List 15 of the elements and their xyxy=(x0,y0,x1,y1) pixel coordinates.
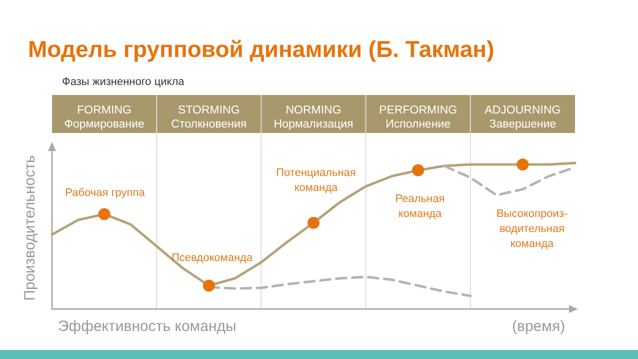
annotation: Реальная команда xyxy=(395,192,445,222)
x-tick-label: PERFORMING Исполнение xyxy=(379,104,458,130)
annotation: Псевдокоманда xyxy=(171,251,253,266)
annotation: Потенциальная команда xyxy=(276,166,356,196)
chart-title: Модель групповой динамики (Б. Такман) xyxy=(28,36,494,63)
y-axis-title: Производительность xyxy=(22,155,38,301)
x-tick-label: ADJOURNING Завершение xyxy=(484,104,561,130)
x-axis-title: Эффективность команды xyxy=(58,318,236,335)
chart-subtitle: Фазы жизненного цикла xyxy=(62,76,184,88)
x-tick-label: NORMING Нормализация xyxy=(274,104,354,130)
annotation: Высокопроиз- водительная команда xyxy=(496,207,568,252)
text: (время) xyxy=(512,318,566,335)
x-tick-label: STORMING Столкновения xyxy=(171,104,247,130)
annotation: Рабочая группа xyxy=(65,186,145,201)
x-tick-label: FORMING Формирование xyxy=(64,104,144,130)
